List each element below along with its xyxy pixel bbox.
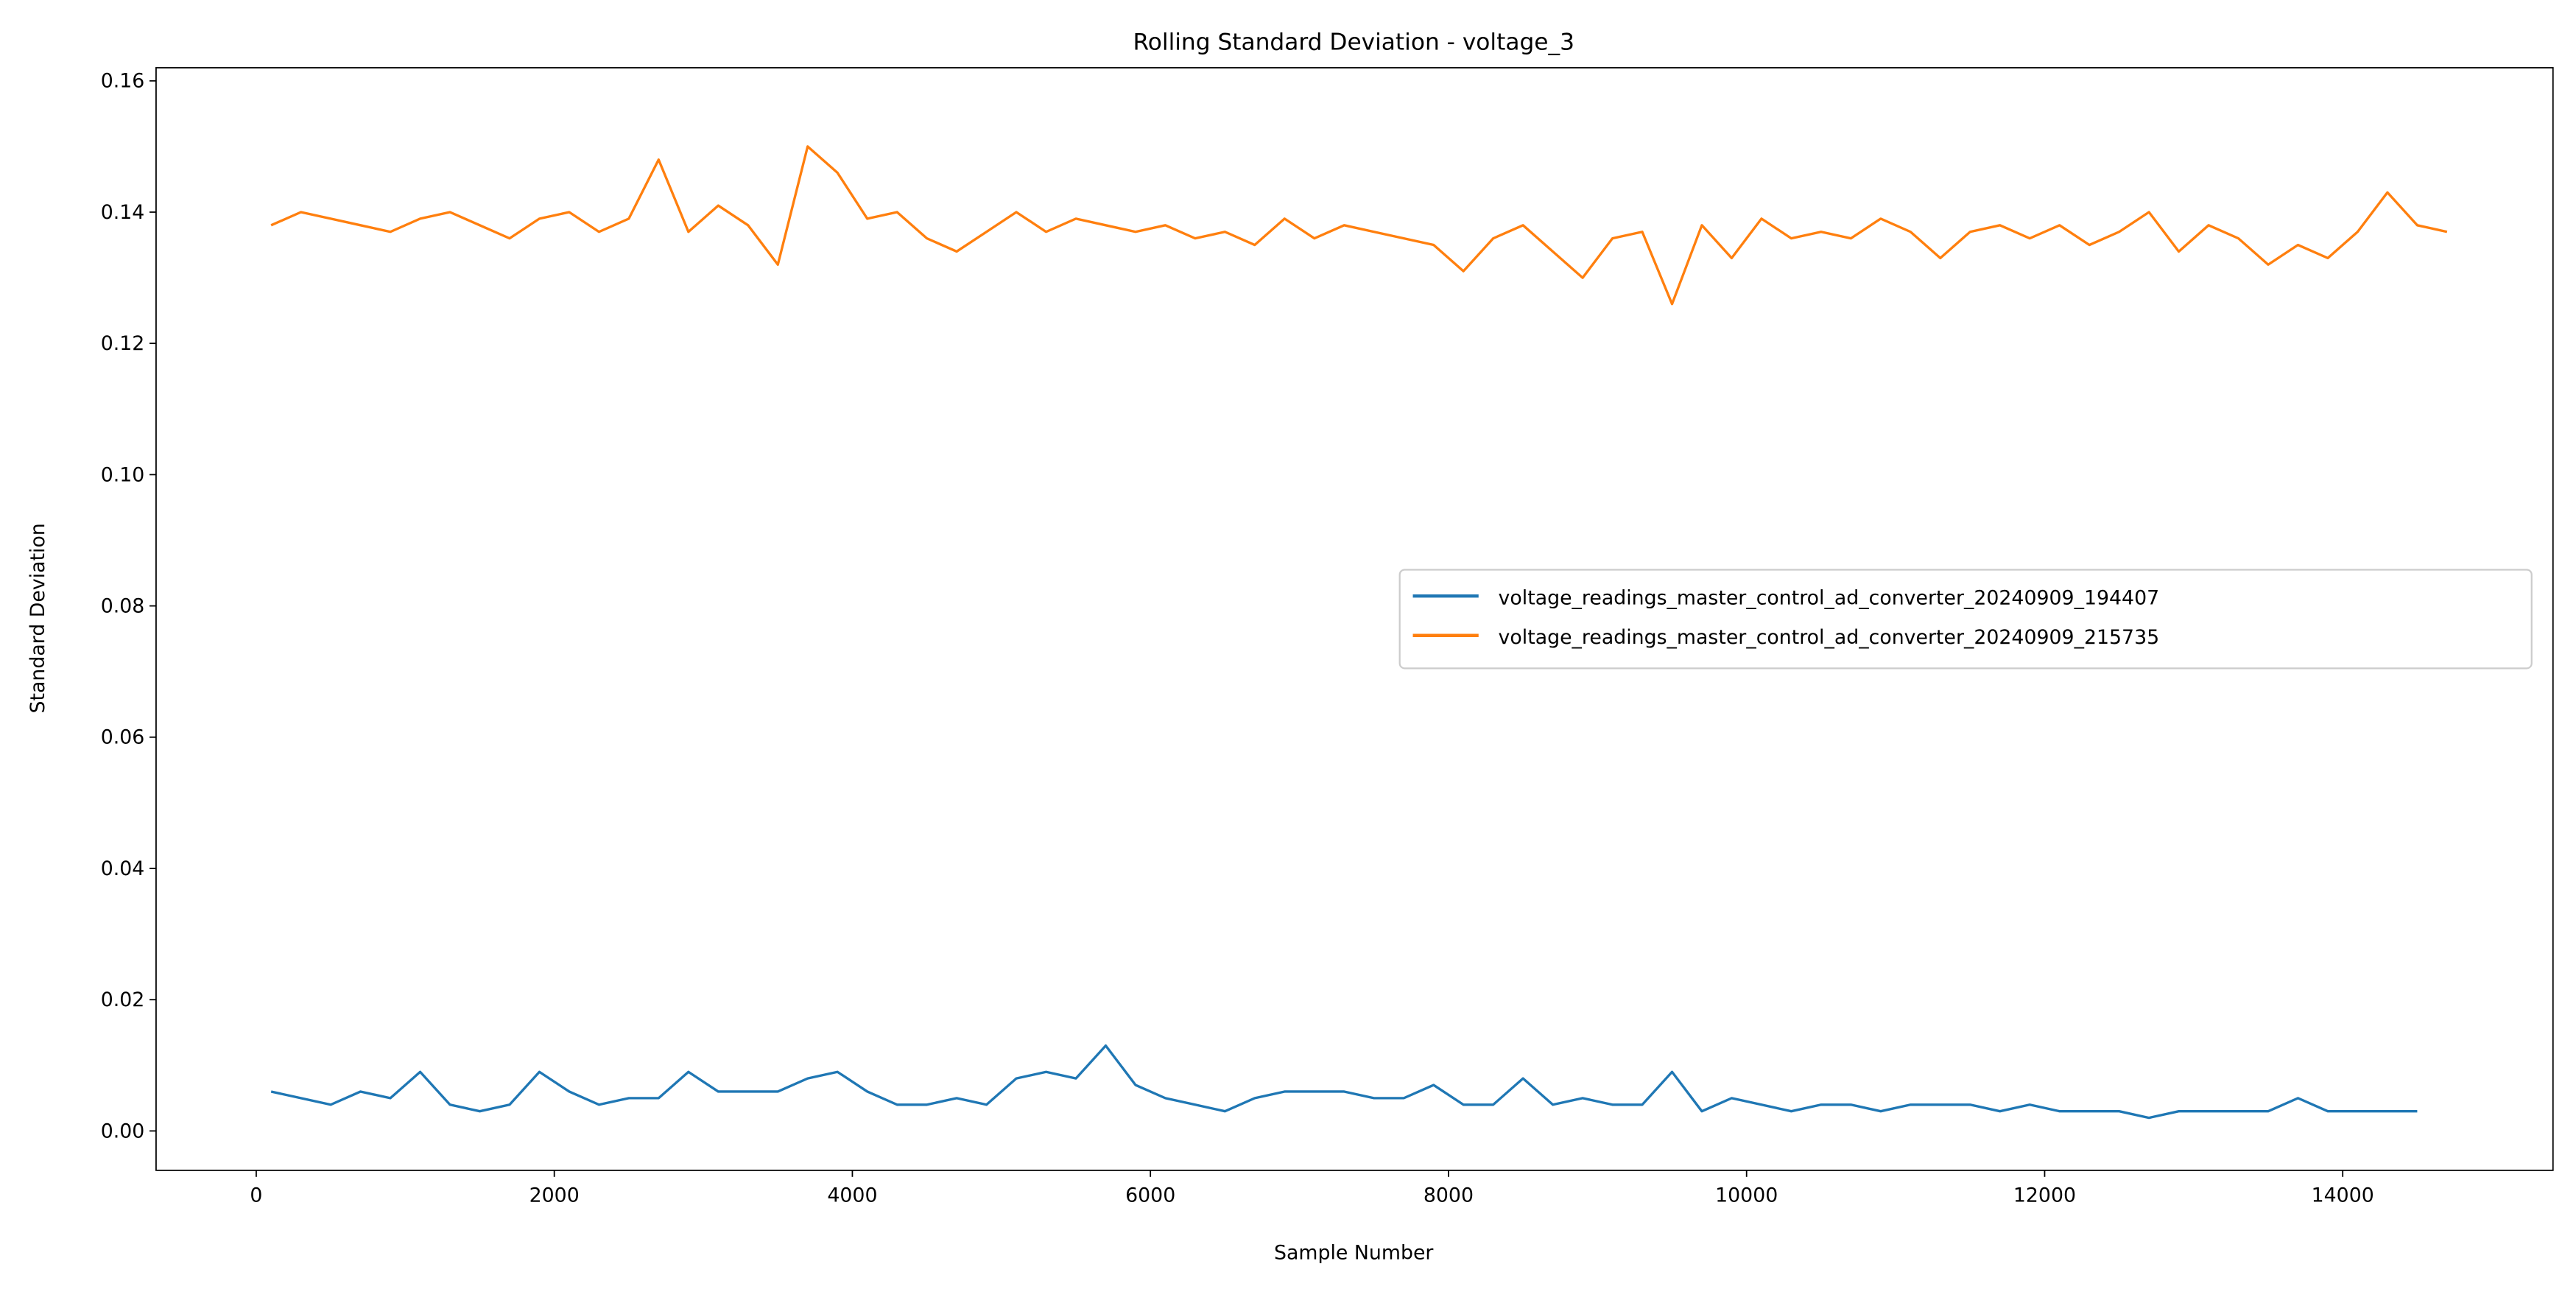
- y-tick-label: 0.08: [101, 595, 145, 618]
- chart-title: Rolling Standard Deviation - voltage_3: [1133, 29, 1574, 55]
- y-tick-label: 0.14: [101, 201, 145, 224]
- series-line: [270, 145, 2448, 306]
- y-axis-label: Standard Deviation: [27, 523, 49, 713]
- x-tick-label: 10000: [1715, 1184, 1778, 1207]
- y-tick-label: 0.16: [101, 70, 145, 93]
- y-tick-label: 0.12: [101, 332, 145, 355]
- legend-label: voltage_readings_master_control_ad_conve…: [1499, 586, 2160, 609]
- legend-box: [1398, 569, 2533, 670]
- x-tick-label: 12000: [2013, 1184, 2076, 1207]
- x-tick-label: 2000: [529, 1184, 580, 1207]
- y-tick-label: 0.06: [101, 726, 145, 749]
- legend-label: voltage_readings_master_control_ad_conve…: [1499, 626, 2160, 649]
- x-axis-label: Sample Number: [1274, 1241, 1433, 1264]
- x-tick-label: 6000: [1125, 1184, 1175, 1207]
- plot-frame: [155, 67, 2554, 1171]
- y-tick-label: 0.00: [101, 1120, 145, 1142]
- x-tick-label: 4000: [827, 1184, 877, 1207]
- x-tick-label: 14000: [2312, 1184, 2374, 1207]
- y-tick-label: 0.02: [101, 988, 145, 1011]
- y-tick-label: 0.10: [101, 463, 145, 486]
- x-tick-label: 8000: [1424, 1184, 1474, 1207]
- x-tick-label: 0: [250, 1184, 262, 1207]
- y-tick-label: 0.04: [101, 857, 145, 880]
- series-line: [270, 1044, 2418, 1120]
